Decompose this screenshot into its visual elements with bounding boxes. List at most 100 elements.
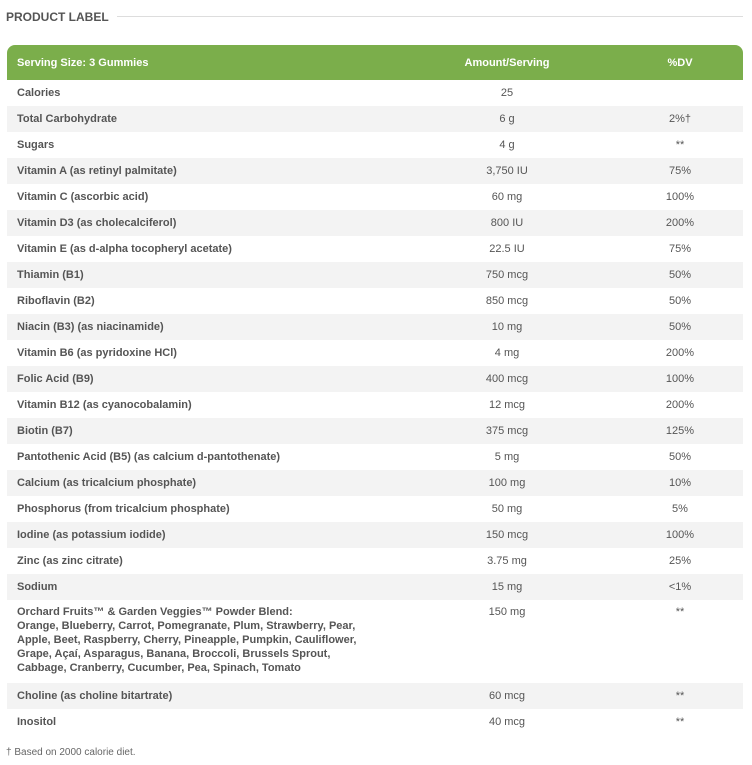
blend-ingredients-line: Orange, Blueberry, Carrot, Pomegranate, … [17, 620, 356, 632]
nutrient-name: Sodium [7, 574, 397, 600]
table-row: Choline (as choline bitartrate) 60 mcg ** [7, 683, 743, 709]
nutrient-name-text: Riboflavin (B2) [17, 295, 95, 307]
table-row: Zinc (as zinc citrate) 3.75 mg 25% [7, 548, 743, 574]
amount-per-serving: 800 IU [490, 217, 524, 229]
blend-ingredients-line: Cabbage, Cranberry, Cucumber, Pea, Spina… [17, 662, 301, 674]
daily-value: 2%† [668, 113, 692, 125]
nutrient-name: Biotin (B7) [7, 418, 397, 444]
nutrient-name: Vitamin A (as retinyl palmitate) [7, 158, 397, 184]
blend-ingredients-line: Grape, Açaí, Asparagus, Banana, Broccoli… [17, 648, 331, 660]
nutrient-name-text: Calcium (as tricalcium phosphate) [17, 477, 197, 489]
nutrient-name-text: Thiamin (B1) [17, 269, 84, 281]
table-row: Calories 25 [7, 80, 743, 106]
nutrient-name: Calories [7, 80, 397, 106]
amount-per-serving: 100 mg [488, 477, 526, 489]
section-header: PRODUCT LABEL [6, 10, 743, 24]
table-row: Riboflavin (B2) 850 mcg 50% [7, 288, 743, 314]
nutrient-name: Inositol [7, 709, 397, 735]
table-row: Folic Acid (B9) 400 mcg 100% [7, 366, 743, 392]
footnote: † Based on 2000 calorie diet. [6, 747, 136, 758]
amount-per-serving: 850 mcg [485, 295, 529, 307]
table-row: Vitamin A (as retinyl palmitate) 3,750 IU… [7, 158, 743, 184]
nutrient-name: Pantothenic Acid (B5) (as calcium d-pant… [7, 444, 397, 470]
daily-value: 25% [668, 555, 692, 567]
nutrient-name-text: Pantothenic Acid (B5) (as calcium d-pant… [17, 451, 281, 463]
daily-value: 100% [665, 373, 695, 385]
divider [116, 15, 743, 17]
nutrient-name-text: Vitamin A (as retinyl palmitate) [17, 165, 177, 177]
nutrient-name-text: Sugars [17, 139, 55, 151]
table-row: Inositol 40 mcg ** [7, 709, 743, 735]
nutrient-name: Total Carbohydrate [7, 106, 397, 132]
table-row: Orchard Fruits™ & Garden Veggies™ Powder… [7, 600, 743, 683]
table-row: Vitamin B6 (as pyridoxine HCl) 4 mg 200% [7, 340, 743, 366]
daily-value: ** [675, 139, 685, 151]
nutrient-name: Orchard Fruits™ & Garden Veggies™ Powder… [7, 600, 397, 683]
blend-ingredients-line: Apple, Beet, Raspberry, Cherry, Pineappl… [17, 634, 357, 646]
table-row: Niacin (B3) (as niacinamide) 10 mg 50% [7, 314, 743, 340]
nutrient-name-text: Niacin (B3) (as niacinamide) [17, 321, 164, 333]
amount-per-serving: 15 mg [491, 581, 523, 593]
daily-value: 200% [665, 399, 695, 411]
nutrient-name: Thiamin (B1) [7, 262, 397, 288]
daily-value: 50% [668, 269, 692, 281]
daily-value: 75% [668, 165, 692, 177]
table-row: Calcium (as tricalcium phosphate) 100 mg 1… [7, 470, 743, 496]
header-amount: Amount/Serving [464, 56, 550, 69]
daily-value: 50% [668, 451, 692, 463]
amount-per-serving: 10 mg [491, 321, 523, 333]
nutrient-name-text: Zinc (as zinc citrate) [17, 555, 123, 567]
nutrient-name-text: Vitamin B6 (as pyridoxine HCl) [17, 347, 177, 359]
nutrient-name: Sugars [7, 132, 397, 158]
table-row: Vitamin D3 (as cholecalciferol) 800 IU 200… [7, 210, 743, 236]
nutrient-name-text: Biotin (B7) [17, 425, 73, 437]
nutrient-name: Vitamin B12 (as cyanocobalamin) [7, 392, 397, 418]
nutrient-name: Zinc (as zinc citrate) [7, 548, 397, 574]
nutrient-name: Vitamin B6 (as pyridoxine HCl) [7, 340, 397, 366]
daily-value: 100% [665, 191, 695, 203]
nutrient-name-text: Folic Acid (B9) [17, 373, 94, 385]
daily-value: 125% [665, 425, 695, 437]
header-dv: %DV [667, 56, 693, 69]
table-row: Biotin (B7) 375 mcg 125% [7, 418, 743, 444]
nutrient-name-text: Phosphorus (from tricalcium phosphate) [17, 503, 230, 515]
nutrient-name-text: Vitamin B12 (as cyanocobalamin) [17, 399, 192, 411]
table-row: Total Carbohydrate 6 g 2%† [7, 106, 743, 132]
nutrient-name: Phosphorus (from tricalcium phosphate) [7, 496, 397, 522]
nutrient-name-text: Vitamin C (ascorbic acid) [17, 191, 149, 203]
table-row: Vitamin B12 (as cyanocobalamin) 12 mcg 200… [7, 392, 743, 418]
table-row: Pantothenic Acid (B5) (as calcium d-pant… [7, 444, 743, 470]
amount-per-serving: 5 mg [494, 451, 520, 463]
nutrient-name-text: Calories [17, 87, 61, 99]
daily-value: 200% [665, 347, 695, 359]
amount-per-serving: 3.75 mg [487, 555, 527, 567]
daily-value: ** [675, 606, 685, 618]
daily-value: 100% [665, 529, 695, 541]
amount-per-serving: 150 mg [488, 606, 526, 618]
nutrient-name: Calcium (as tricalcium phosphate) [7, 470, 397, 496]
amount-per-serving: 750 mcg [485, 269, 529, 281]
nutrient-name-text: Vitamin E (as d-alpha tocopheryl acetate… [17, 243, 232, 255]
daily-value: 10% [668, 477, 692, 489]
amount-per-serving: 60 mcg [488, 690, 526, 702]
amount-per-serving: 3,750 IU [486, 165, 528, 177]
table-row: Vitamin C (ascorbic acid) 60 mg 100% [7, 184, 743, 210]
amount-per-serving: 150 mcg [485, 529, 529, 541]
table-row: Thiamin (B1) 750 mcg 50% [7, 262, 743, 288]
daily-value: 50% [668, 321, 692, 333]
nutrient-name: Vitamin D3 (as cholecalciferol) [7, 210, 397, 236]
table-row: Iodine (as potassium iodide) 150 mcg 100% [7, 522, 743, 548]
nutrient-name-text: Choline (as choline bitartrate) [17, 690, 173, 702]
nutrient-name-text: Iodine (as potassium iodide) [17, 529, 166, 541]
amount-per-serving: 12 mcg [488, 399, 526, 411]
amount-per-serving: 4 g [499, 139, 515, 151]
amount-per-serving: 40 mcg [488, 716, 526, 728]
amount-per-serving: 375 mcg [485, 425, 529, 437]
amount-per-serving: 400 mcg [485, 373, 529, 385]
daily-value: ** [675, 690, 685, 702]
daily-value [617, 80, 743, 106]
nutrient-name: Iodine (as potassium iodide) [7, 522, 397, 548]
nutrient-name: Vitamin E (as d-alpha tocopheryl acetate… [7, 236, 397, 262]
amount-per-serving: 50 mg [491, 503, 523, 515]
table-row: Sugars 4 g ** [7, 132, 743, 158]
